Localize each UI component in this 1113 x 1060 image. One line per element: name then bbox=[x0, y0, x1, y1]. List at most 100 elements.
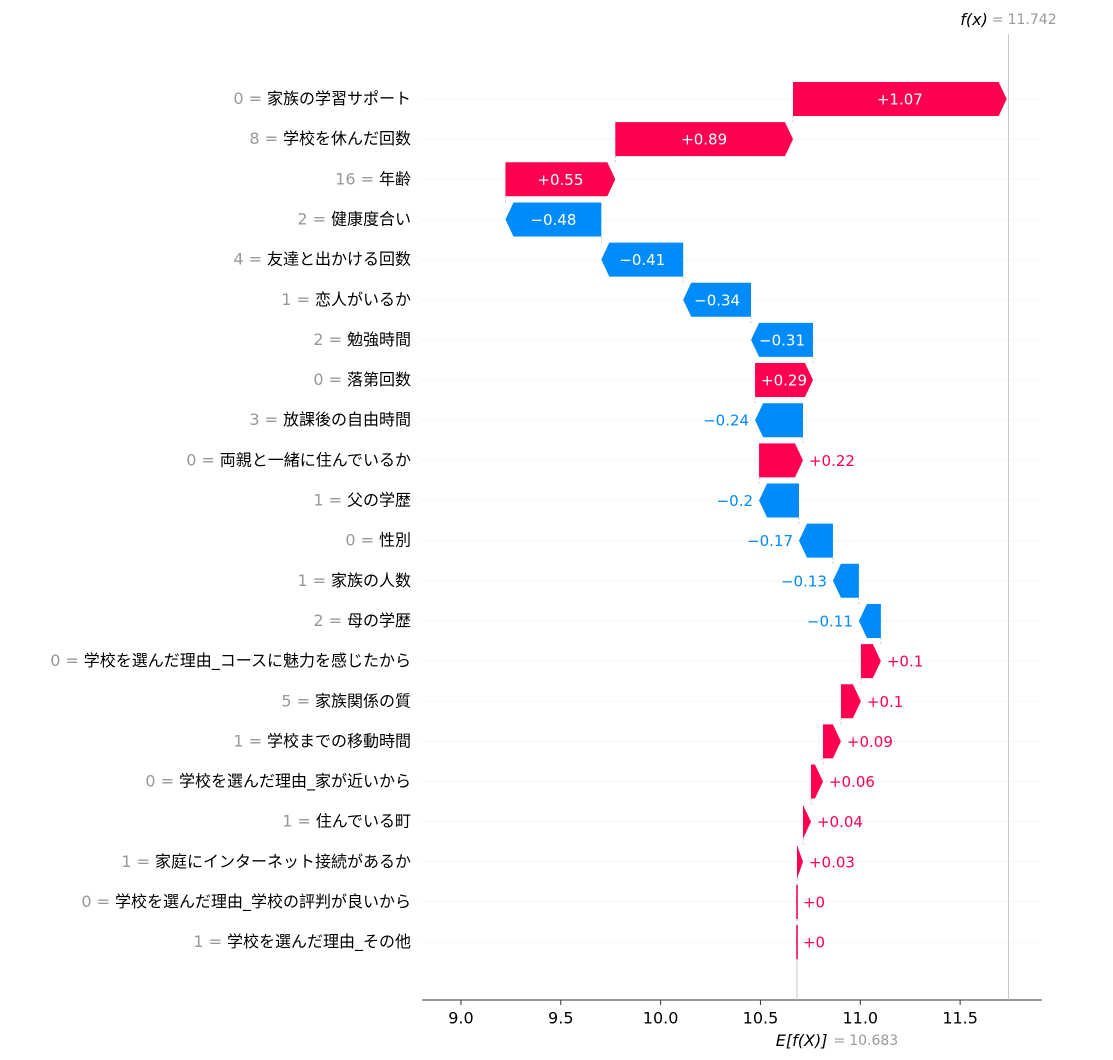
feature-sep: = bbox=[361, 169, 374, 188]
bar bbox=[759, 483, 799, 518]
base-label: E[f(X)] bbox=[776, 1031, 828, 1050]
value-label: −0.17 bbox=[747, 532, 793, 550]
feature-value: 0 bbox=[81, 892, 91, 911]
feature-label: 0 = 家族の学習サポート bbox=[233, 89, 411, 108]
feature-value: 0 bbox=[345, 530, 355, 549]
value-label: +0.1 bbox=[887, 653, 923, 671]
bar bbox=[751, 322, 813, 357]
feature-sep: = bbox=[265, 410, 278, 429]
value-label: +0.03 bbox=[809, 853, 855, 871]
fx-sep: = bbox=[992, 12, 1004, 28]
feature-name: 学校までの移動時間 bbox=[267, 731, 411, 750]
feature-value: 0 bbox=[313, 370, 323, 389]
feature-value: 1 bbox=[281, 289, 291, 308]
feature-value: 0 bbox=[145, 771, 155, 790]
feature-value: 2 bbox=[313, 329, 323, 348]
feature-label: 0 = 落第回数 bbox=[313, 370, 411, 389]
bar bbox=[840, 684, 861, 719]
feature-value: 1 bbox=[233, 731, 243, 750]
feature-sep: = bbox=[249, 731, 262, 750]
value-label: −0.24 bbox=[703, 412, 749, 430]
feature-sep: = bbox=[297, 811, 310, 830]
value-label: −0.34 bbox=[694, 291, 740, 309]
feature-value: 0 bbox=[186, 450, 196, 469]
bar bbox=[755, 403, 803, 438]
feature-label: 0 = 学校を選んだ理由_家が近いから bbox=[145, 771, 411, 791]
feature-name: 家族の学習サポート bbox=[267, 89, 411, 108]
value-label: +0.06 bbox=[829, 773, 875, 791]
feature-sep: = bbox=[329, 329, 342, 348]
bar bbox=[793, 82, 1007, 116]
feature-name: 勉強時間 bbox=[347, 329, 411, 348]
feature-label: 0 = 学校を選んだ理由_学校の評判が良いから bbox=[81, 892, 411, 912]
base-sep: = bbox=[833, 1033, 845, 1049]
feature-sep: = bbox=[329, 370, 342, 389]
bar bbox=[505, 162, 616, 197]
feature-name: 住んでいる町 bbox=[316, 811, 411, 830]
feature-sep: = bbox=[65, 651, 78, 670]
bar bbox=[759, 443, 803, 478]
fx-value: 11.742 bbox=[1008, 12, 1057, 28]
feature-value: 1 bbox=[297, 570, 307, 589]
x-tick-label: 9.5 bbox=[548, 1009, 573, 1028]
feature-name: 父の学歴 bbox=[347, 490, 411, 509]
bar bbox=[822, 724, 841, 759]
feature-label: 1 = 恋人がいるか bbox=[281, 289, 411, 308]
feature-value: 2 bbox=[313, 610, 323, 629]
bar bbox=[601, 242, 684, 277]
value-label: −0.2 bbox=[717, 492, 753, 510]
fx-annotation: f(x) = 11.742 bbox=[960, 10, 1056, 29]
feature-label: 2 = 健康度合い bbox=[297, 209, 411, 228]
feature-sep: = bbox=[265, 129, 278, 148]
bar bbox=[796, 885, 798, 919]
feature-value: 4 bbox=[233, 249, 243, 268]
feature-sep: = bbox=[329, 610, 342, 629]
feature-label: 2 = 母の学歴 bbox=[313, 610, 411, 629]
feature-value: 1 bbox=[193, 932, 203, 951]
feature-value: 0 bbox=[233, 89, 243, 108]
feature-sep: = bbox=[361, 530, 374, 549]
feature-value: 5 bbox=[281, 691, 291, 710]
value-label: −0.11 bbox=[807, 612, 853, 630]
feature-sep: = bbox=[297, 289, 310, 308]
x-tick-label: 10.5 bbox=[743, 1009, 779, 1028]
feature-name: 家族関係の質 bbox=[315, 691, 411, 710]
value-label: −0.13 bbox=[781, 572, 827, 590]
bar bbox=[860, 644, 881, 679]
value-label: +0 bbox=[803, 894, 825, 912]
feature-label: 4 = 友達と出かける回数 bbox=[233, 249, 411, 268]
feature-label: 0 = 両親と一緒に住んでいるか bbox=[186, 450, 411, 469]
feature-label: 2 = 勉強時間 bbox=[313, 329, 411, 348]
feature-label: 0 = 性別 bbox=[345, 530, 411, 549]
bar bbox=[796, 844, 803, 879]
feature-sep: = bbox=[161, 771, 174, 790]
feature-name: 学校を選んだ理由_コースに魅力を感じたから bbox=[84, 651, 411, 671]
bar bbox=[615, 122, 794, 157]
bar bbox=[796, 925, 798, 960]
feature-value: 1 bbox=[313, 490, 323, 509]
bar bbox=[798, 523, 833, 558]
x-tick-label: 11.5 bbox=[942, 1009, 978, 1028]
value-label: +1.07 bbox=[877, 91, 923, 109]
feature-sep: = bbox=[209, 932, 222, 951]
bar bbox=[505, 202, 602, 237]
feature-name: 健康度合い bbox=[331, 209, 411, 228]
feature-name: 学校を選んだ理由_学校の評判が良いから bbox=[115, 892, 411, 912]
feature-sep: = bbox=[201, 450, 214, 469]
value-label: +0.29 bbox=[761, 372, 807, 390]
feature-name: 恋人がいるか bbox=[315, 289, 411, 308]
value-label: +0.04 bbox=[817, 813, 863, 831]
value-label: +0.1 bbox=[867, 693, 903, 711]
feature-name: 両親と一緒に住んでいるか bbox=[220, 450, 411, 469]
feature-name: 落第回数 bbox=[347, 370, 411, 389]
feature-label: 1 = 学校までの移動時間 bbox=[233, 731, 411, 750]
feature-name: 学校を選んだ理由_家が近いから bbox=[179, 771, 411, 791]
feature-name: 放課後の自由時間 bbox=[283, 410, 411, 429]
feature-name: 年齢 bbox=[379, 169, 411, 188]
feature-label: 8 = 学校を休んだ回数 bbox=[249, 129, 411, 148]
feature-value: 1 bbox=[121, 851, 131, 870]
value-label: −0.48 bbox=[530, 211, 576, 229]
feature-name: 家庭にインターネット接続があるか bbox=[155, 851, 411, 870]
feature-sep: = bbox=[329, 490, 342, 509]
